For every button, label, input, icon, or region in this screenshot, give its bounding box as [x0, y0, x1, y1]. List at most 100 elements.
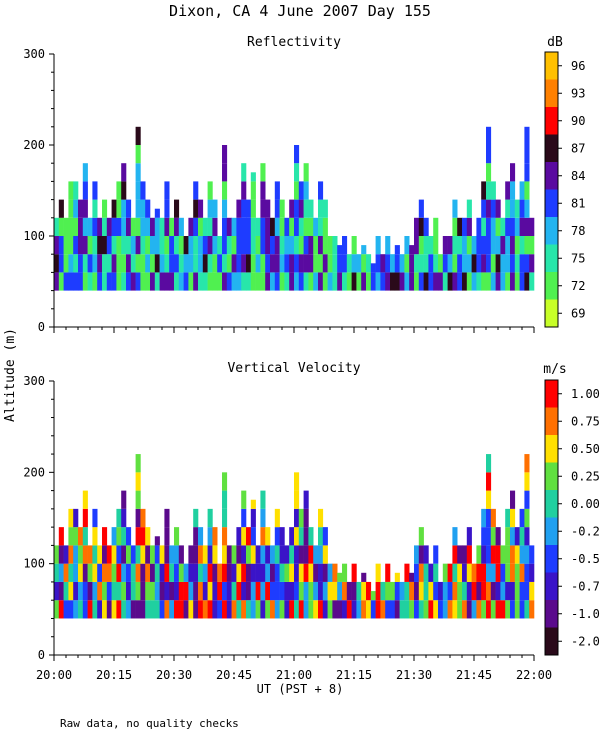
data-cell — [318, 199, 324, 218]
data-cell — [505, 545, 511, 564]
data-cell — [246, 217, 252, 236]
data-cell — [457, 545, 463, 564]
data-cell — [327, 563, 333, 582]
data-cell — [164, 545, 170, 564]
data-cell — [486, 126, 492, 145]
footnote: Raw data, no quality checks — [60, 717, 239, 730]
data-cell — [202, 254, 208, 273]
data-cell — [462, 254, 468, 273]
y-tick-label: 200 — [23, 138, 45, 152]
data-cell — [505, 600, 511, 619]
data-cell — [222, 581, 228, 601]
data-cell — [462, 545, 468, 564]
data-cell — [385, 236, 391, 255]
data-cell — [284, 272, 290, 291]
data-cell — [500, 236, 506, 255]
panel-title: Vertical Velocity — [227, 361, 360, 376]
data-cell — [476, 581, 482, 601]
data-cell — [82, 545, 88, 564]
data-cell — [130, 217, 136, 236]
data-cell — [385, 581, 391, 601]
colorbar: dB 96 93 90 87 84 81 78 75 72 69 — [544, 35, 585, 328]
data-cell — [308, 199, 314, 218]
data-cell — [97, 600, 103, 619]
data-cell — [447, 581, 453, 601]
data-cell — [322, 581, 328, 601]
data-cell — [423, 254, 429, 273]
data-cell — [188, 581, 194, 601]
data-cell — [486, 236, 492, 255]
data-cell — [164, 236, 170, 255]
data-cell — [178, 236, 184, 255]
data-cell — [111, 199, 117, 218]
data-cell — [318, 600, 324, 619]
colorbar-label: 78 — [571, 224, 585, 238]
data-cell — [241, 490, 247, 509]
data-cell — [346, 581, 352, 601]
data-cell — [255, 217, 261, 236]
data-cell — [452, 581, 458, 601]
data-cell — [222, 163, 228, 182]
data-cell — [270, 217, 276, 236]
data-cell — [524, 490, 530, 509]
data-cell — [73, 527, 79, 546]
colorbar-swatch — [545, 52, 558, 80]
data-cell — [154, 600, 160, 619]
data-cell — [289, 236, 295, 255]
data-cell — [298, 545, 304, 564]
data-cell — [92, 272, 98, 291]
data-cell — [481, 254, 487, 273]
data-cell — [241, 272, 247, 291]
colorbar-frame — [544, 51, 559, 328]
data-cell — [231, 254, 237, 273]
data-cell — [92, 181, 98, 200]
colorbar-label: 72 — [571, 279, 585, 293]
data-cell — [92, 527, 98, 546]
data-cell — [78, 563, 84, 582]
data-cell — [284, 236, 290, 255]
data-cell — [442, 272, 448, 291]
data-cell — [481, 527, 487, 546]
data-cell — [159, 254, 165, 273]
data-cell — [524, 181, 530, 200]
data-cell — [174, 217, 180, 236]
data-cell — [111, 254, 117, 273]
data-cell — [433, 272, 439, 291]
data-cell — [505, 236, 511, 255]
data-cell — [188, 236, 194, 255]
data-cell — [284, 581, 290, 601]
data-cell — [486, 217, 492, 236]
data-cell — [404, 254, 410, 273]
data-cell — [111, 563, 117, 582]
data-cell — [121, 600, 127, 619]
data-cell — [481, 581, 487, 601]
data-cell — [466, 600, 472, 619]
data-cell — [116, 563, 122, 582]
data-cell — [150, 581, 156, 601]
figure-title: Dixon, CA 4 June 2007 Day 155 — [169, 2, 431, 20]
data-cell — [217, 236, 223, 255]
colorbar-frame — [544, 379, 559, 656]
data-cell — [260, 563, 266, 582]
data-cell — [169, 600, 175, 619]
data-cell — [178, 545, 184, 564]
data-cell — [102, 272, 108, 291]
data-cell — [106, 254, 112, 273]
data-cell — [73, 563, 79, 582]
data-cell — [303, 181, 309, 200]
data-cell — [356, 581, 362, 601]
data-cell — [130, 563, 136, 582]
data-cell — [418, 600, 424, 619]
data-cell — [135, 472, 141, 491]
data-cell — [481, 508, 487, 528]
data-cell — [375, 563, 381, 582]
data-cell — [524, 600, 530, 619]
data-cell — [178, 581, 184, 601]
data-cell — [202, 581, 208, 601]
data-cell — [54, 254, 60, 273]
data-cell — [207, 272, 213, 291]
data-cell — [212, 545, 218, 564]
data-cell — [370, 600, 376, 619]
data-cell — [126, 563, 132, 582]
data-cell — [332, 236, 338, 255]
